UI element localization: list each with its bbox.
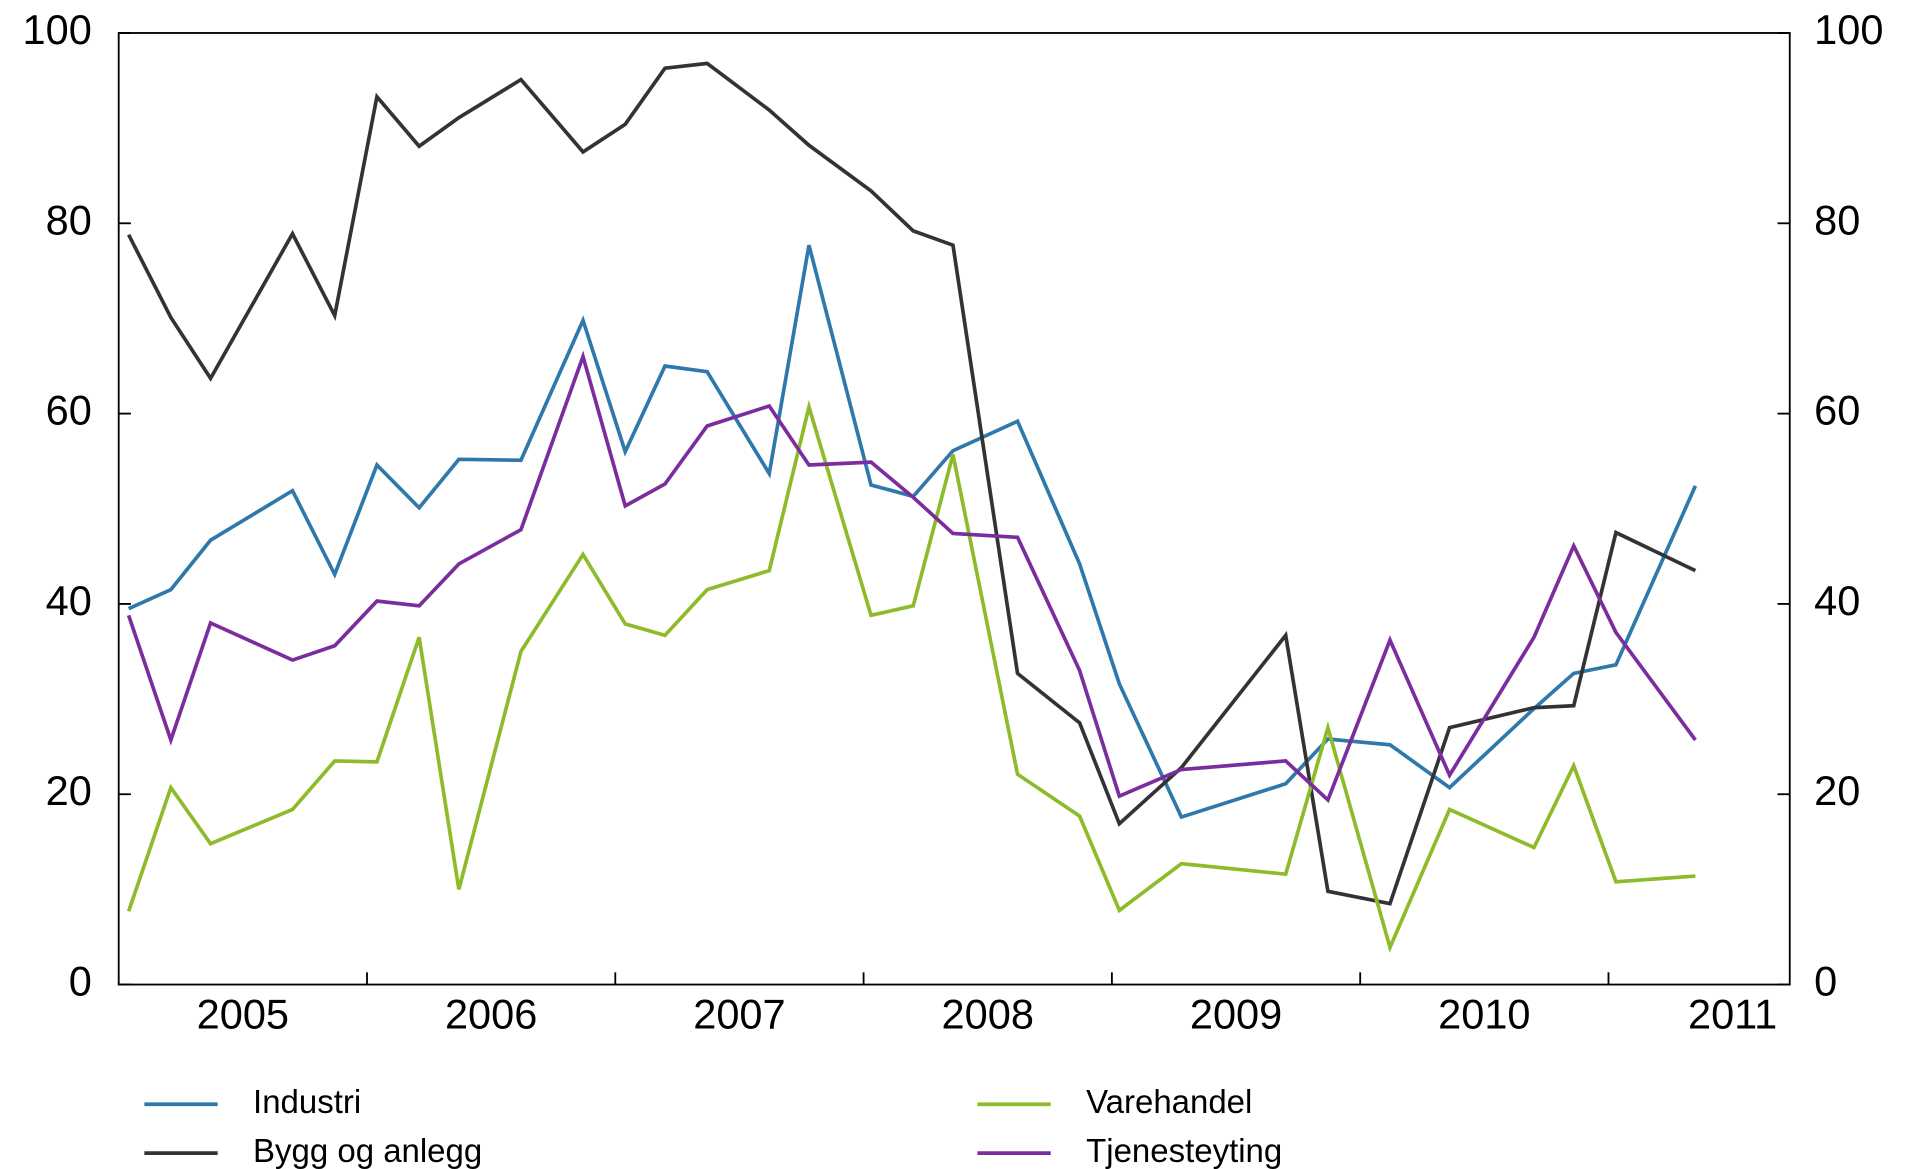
- y2-tick-label: 20: [1814, 767, 1860, 814]
- legend-label: Tjenesteyting: [1086, 1132, 1282, 1169]
- x-tick-label: 2005: [197, 990, 289, 1037]
- legend-label: Varehandel: [1086, 1083, 1252, 1120]
- y2-tick-label: 40: [1814, 577, 1860, 624]
- legend-label: Bygg og anlegg: [253, 1132, 482, 1169]
- series-line: [126, 61, 1697, 906]
- y-tick-label: 40: [46, 577, 92, 624]
- y-tick-label: 60: [46, 387, 92, 434]
- y2-tick-label: 60: [1814, 387, 1860, 434]
- x-tick-label: 2007: [693, 990, 785, 1037]
- series-line: [126, 350, 1697, 804]
- y2-tick-label: 80: [1814, 196, 1860, 243]
- x-tick-label: 2010: [1438, 990, 1530, 1037]
- series-line: [126, 399, 1696, 953]
- x-tick-label: 2006: [445, 990, 537, 1037]
- series-line: [127, 244, 1698, 820]
- y2-tick-label: 100: [1814, 6, 1883, 53]
- y-tick-label: 0: [69, 958, 92, 1005]
- x-tick-label: 2011: [1688, 990, 1777, 1037]
- legend-label: Industri: [253, 1083, 361, 1120]
- y-tick-label: 100: [23, 6, 92, 53]
- x-tick-label: 2008: [942, 990, 1034, 1037]
- plot-frame: [117, 32, 1791, 986]
- y-tick-label: 20: [46, 767, 92, 814]
- y-tick-label: 80: [46, 196, 92, 243]
- x-tick-label: 2009: [1190, 990, 1282, 1037]
- y2-tick-label: 0: [1814, 958, 1837, 1005]
